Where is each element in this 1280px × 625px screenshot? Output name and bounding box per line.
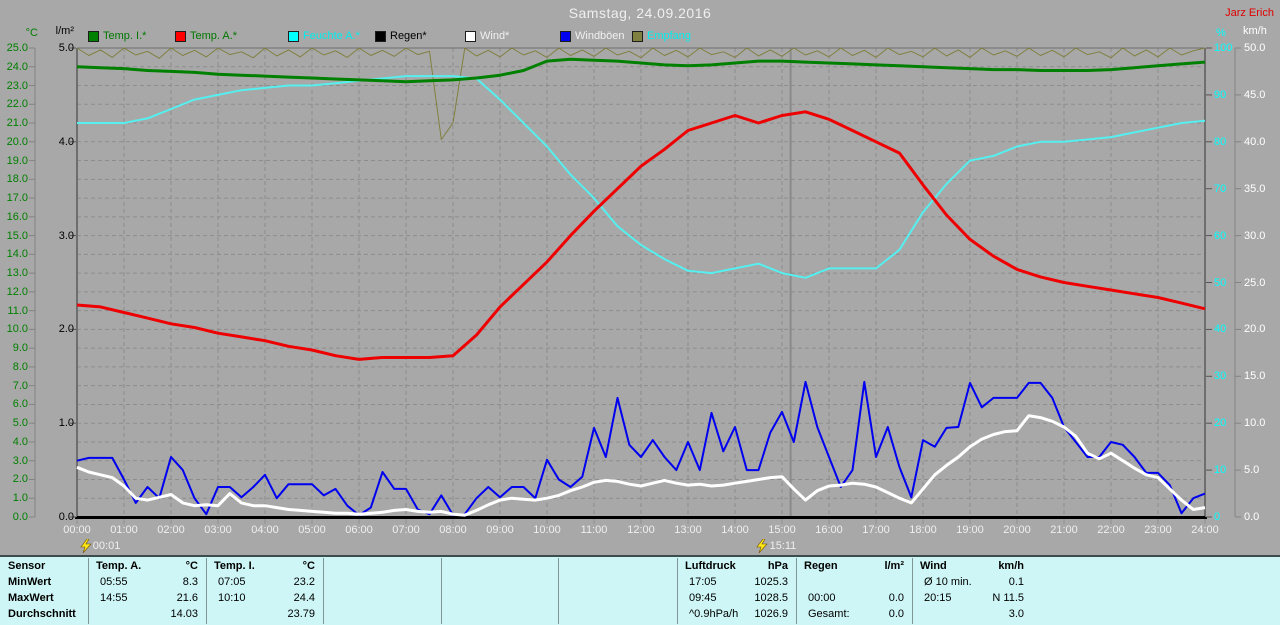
table-unit-cell: hPa <box>767 560 788 572</box>
table-row-label: Sensor <box>8 560 46 572</box>
table-value-cell: 3.0 <box>1008 608 1024 620</box>
table-value-cell: 0.0 <box>888 608 904 620</box>
table-header-cell: Wind <box>920 560 947 572</box>
table-divider <box>323 558 324 624</box>
legend-swatch-windb-en <box>560 31 571 42</box>
table-unit-cell: °C <box>185 560 198 572</box>
table-value-cell: N 11.5 <box>992 592 1024 604</box>
station-owner-label: Jarz Erich <box>1225 7 1274 19</box>
table-time-cell: Gesamt: <box>808 608 850 620</box>
axis-unit-kmh: km/h <box>1243 25 1267 37</box>
table-row-label: Durchschnitt <box>8 608 76 620</box>
series-line-feuchte-a <box>77 75 1206 279</box>
table-value-cell: 0.0 <box>888 592 904 604</box>
series-line-temp-a <box>76 110 1206 361</box>
table-time-cell: 07:05 <box>218 576 246 588</box>
legend-swatch-temp-a <box>175 31 186 42</box>
legend-swatch-regen <box>375 31 386 42</box>
table-time-cell: 14:55 <box>100 592 128 604</box>
table-value-cell: 23.79 <box>287 608 315 620</box>
table-time-cell: 00:00 <box>808 592 836 604</box>
series-line-windb-en <box>76 380 1206 517</box>
table-value-cell: 21.6 <box>176 592 198 604</box>
table-time-cell: 20:15 <box>924 592 952 604</box>
axis-unit-liters: l/m² <box>55 25 74 37</box>
table-value-cell: 14.03 <box>170 608 198 620</box>
legend-label: Windböen <box>575 30 625 42</box>
table-header-cell: Regen <box>804 560 838 572</box>
legend-swatch-wind <box>465 31 476 42</box>
table-divider <box>558 558 559 624</box>
legend-label: Feuchte A.* <box>303 30 360 42</box>
table-divider <box>796 558 797 624</box>
table-divider <box>206 558 207 624</box>
table-divider <box>88 558 89 624</box>
series-line-empfang <box>76 47 1206 140</box>
table-value-cell: 24.4 <box>293 592 315 604</box>
legend-label: Wind* <box>480 30 510 42</box>
table-value-cell: 8.3 <box>182 576 198 588</box>
page-title: Samstag, 24.09.2016 <box>568 5 712 21</box>
table-header-cell: Temp. A. <box>96 560 142 572</box>
series-line-temp-i <box>76 57 1206 84</box>
chart-legend: Temp. I.* Temp. A.* Feuchte A.* Regen* Wind*… <box>0 30 1280 45</box>
legend-label: Regen* <box>390 30 427 42</box>
axis-unit-percent: % <box>1216 27 1226 39</box>
legend-label: Empfang <box>647 30 692 42</box>
table-time-cell: Ø 10 min. <box>924 576 972 588</box>
table-time-cell: ^0.9hPa/h <box>689 608 739 620</box>
table-header-cell: Luftdruck <box>685 560 736 572</box>
table-header-cell: Temp. I. <box>214 560 255 572</box>
table-time-cell: 09:45 <box>689 592 717 604</box>
table-divider <box>441 558 442 624</box>
legend-swatch-feuchte-a <box>288 31 299 42</box>
table-time-cell: 17:05 <box>689 576 717 588</box>
table-value-cell: 23.2 <box>293 576 315 588</box>
series-line-wind <box>76 414 1206 517</box>
legend-label: Temp. I.* <box>103 30 147 42</box>
table-time-cell: 10:10 <box>218 592 246 604</box>
axis-unit-celsius: °C <box>25 27 38 39</box>
statistics-table: Sensor MinWert MaxWert Durchschnitt Temp. A.… <box>0 555 1280 625</box>
table-row-label: MaxWert <box>8 592 54 604</box>
table-unit-cell: l/m² <box>884 560 904 572</box>
table-unit-cell: km/h <box>998 560 1024 572</box>
legend-swatch-temp-i <box>88 31 99 42</box>
table-row-label: MinWert <box>8 576 52 588</box>
table-unit-cell: °C <box>302 560 315 572</box>
table-divider <box>677 558 678 624</box>
table-divider <box>912 558 913 624</box>
table-value-cell: 1025.3 <box>754 576 788 588</box>
legend-label: Temp. A.* <box>190 30 238 42</box>
table-value-cell: 0.1 <box>1008 576 1024 588</box>
legend-swatch-empfang <box>632 31 643 42</box>
table-value-cell: 1028.5 <box>754 592 788 604</box>
table-time-cell: 05:55 <box>100 576 128 588</box>
table-value-cell: 1026.9 <box>754 608 788 620</box>
